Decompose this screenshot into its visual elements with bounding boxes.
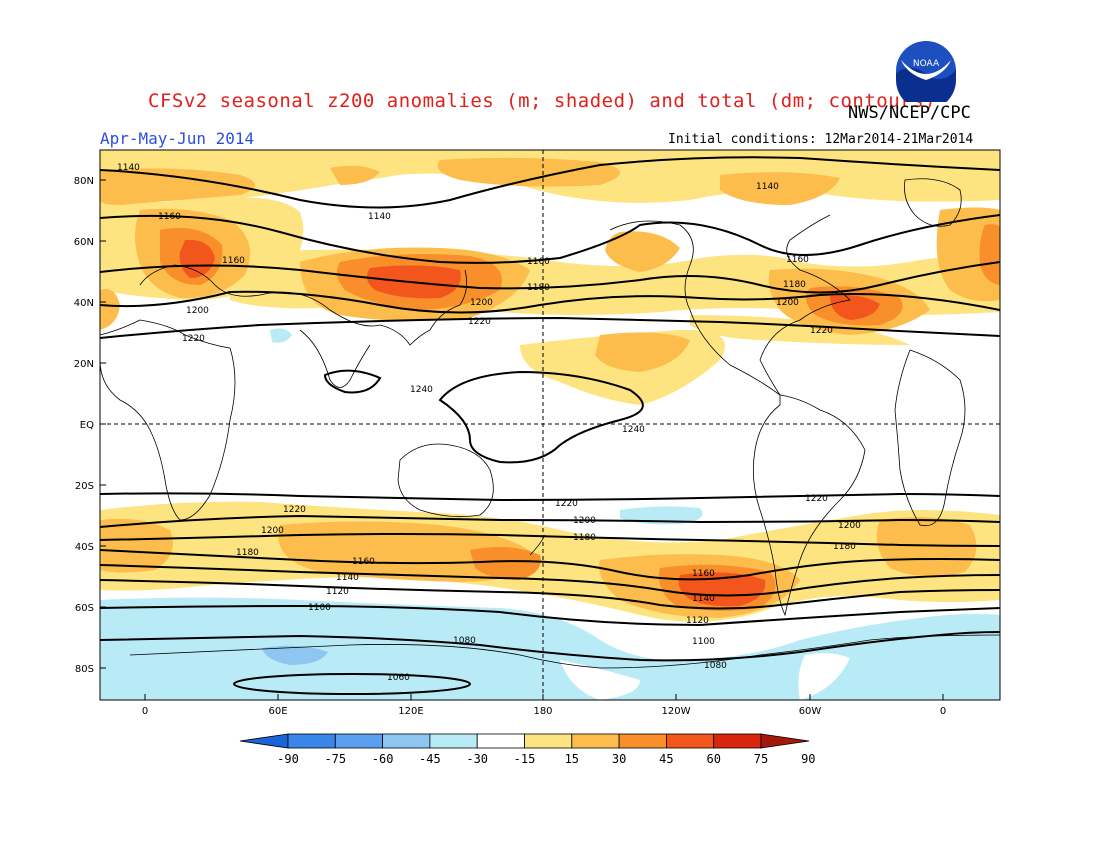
longitude-labels: 0 60E 120E 180 120W 60W 0	[142, 706, 946, 717]
svg-text:1240: 1240	[410, 385, 433, 395]
colorbar-tick-label: 60	[706, 752, 720, 766]
svg-text:0: 0	[142, 706, 148, 717]
org-label: NWS/NCEP/CPC	[848, 103, 971, 123]
svg-text:60S: 60S	[75, 603, 94, 614]
svg-text:180: 180	[533, 706, 552, 717]
svg-text:1060: 1060	[387, 673, 410, 683]
svg-text:1120: 1120	[326, 587, 349, 597]
svg-text:1080: 1080	[453, 636, 476, 646]
colorbar-swatch	[666, 733, 715, 749]
svg-text:1220: 1220	[283, 505, 306, 515]
svg-text:1100: 1100	[692, 637, 715, 647]
colorbar-tick-label: -15	[514, 752, 536, 766]
svg-text:80N: 80N	[74, 176, 94, 187]
colorbar-swatch	[618, 733, 667, 749]
plot-frame	[99, 149, 1001, 701]
svg-text:1140: 1140	[368, 212, 391, 222]
svg-text:1200: 1200	[470, 298, 493, 308]
svg-text:80S: 80S	[75, 664, 94, 675]
colorbar-tick-label: -60	[372, 752, 394, 766]
colorbar-tick-label: 90	[801, 752, 815, 766]
svg-text:1140: 1140	[117, 163, 140, 173]
logo-text: NOAA	[913, 59, 940, 69]
svg-text:1140: 1140	[336, 573, 359, 583]
svg-text:1200: 1200	[776, 298, 799, 308]
contour-labels: 1140 1140 1140 1160 1160 1160 1160 1180 …	[117, 163, 861, 683]
colorbar-tick-label: -30	[466, 752, 488, 766]
svg-text:1180: 1180	[236, 548, 259, 558]
svg-text:1180: 1180	[783, 280, 806, 290]
svg-text:40N: 40N	[74, 298, 94, 309]
colorbar-swatch	[524, 733, 573, 749]
svg-text:1200: 1200	[186, 306, 209, 316]
colorbar-tick-label: -90	[277, 752, 299, 766]
colorbar-arrow-right	[760, 733, 810, 749]
svg-text:120E: 120E	[398, 706, 423, 717]
chart-title: CFSv2 seasonal z200 anomalies (m; shaded…	[148, 90, 936, 112]
svg-text:1160: 1160	[786, 255, 809, 265]
svg-text:120W: 120W	[662, 706, 691, 717]
season-label: Apr-May-Jun 2014	[100, 129, 255, 148]
latitude-labels: 80N 60N 40N 20N EQ 20S 40S 60S 80S	[74, 176, 94, 675]
colorbar-tick-label: -45	[419, 752, 441, 766]
svg-text:1140: 1140	[756, 182, 779, 192]
svg-text:20N: 20N	[74, 359, 94, 370]
svg-text:1140: 1140	[692, 594, 715, 604]
svg-text:1200: 1200	[573, 516, 596, 526]
colorbar-tick-label: 30	[612, 752, 626, 766]
continent-outlines	[100, 178, 1000, 669]
noaa-logo-icon: NOAA	[896, 41, 956, 102]
svg-text:0: 0	[940, 706, 946, 717]
svg-text:1200: 1200	[838, 521, 861, 531]
svg-text:1160: 1160	[158, 212, 181, 222]
svg-text:60W: 60W	[799, 706, 822, 717]
colorbar: -90 -75 -60 -45 -30 -15 15 30 45 60 75 90	[239, 733, 816, 766]
colorbar-swatch	[382, 733, 431, 749]
svg-text:1240: 1240	[622, 425, 645, 435]
svg-text:EQ: EQ	[80, 420, 94, 431]
svg-text:20S: 20S	[75, 481, 94, 492]
svg-text:1120: 1120	[686, 616, 709, 626]
colorbar-tick-label: 75	[754, 752, 768, 766]
svg-text:1160: 1160	[527, 257, 550, 267]
svg-text:60N: 60N	[74, 237, 94, 248]
svg-text:1180: 1180	[573, 533, 596, 543]
svg-text:1220: 1220	[555, 499, 578, 509]
colorbar-tick-label: 45	[659, 752, 673, 766]
colorbar-tick-label: -75	[324, 752, 346, 766]
svg-text:1220: 1220	[182, 334, 205, 344]
svg-text:1200: 1200	[261, 526, 284, 536]
svg-text:1160: 1160	[352, 557, 375, 567]
colorbar-arrow-left	[239, 733, 289, 749]
svg-text:1220: 1220	[805, 494, 828, 504]
svg-text:1220: 1220	[810, 326, 833, 336]
svg-text:1220: 1220	[468, 317, 491, 327]
svg-text:1180: 1180	[527, 283, 550, 293]
svg-text:1160: 1160	[222, 256, 245, 266]
colorbar-tick-label: 15	[565, 752, 579, 766]
height-contours	[100, 156, 1000, 695]
svg-text:60E: 60E	[268, 706, 287, 717]
svg-text:1100: 1100	[308, 603, 331, 613]
initial-conditions-label: Initial conditions: 12Mar2014-21Mar2014	[668, 132, 974, 147]
colorbar-swatch	[429, 733, 478, 749]
svg-text:1160: 1160	[692, 569, 715, 579]
svg-text:1180: 1180	[833, 542, 856, 552]
colorbar-swatch	[476, 733, 525, 749]
svg-text:1080: 1080	[704, 661, 727, 671]
colorbar-swatch	[287, 733, 336, 749]
axis-ticks	[100, 179, 944, 700]
colorbar-swatch	[571, 733, 620, 749]
colorbar-swatch	[334, 733, 383, 749]
nh-anomaly-shading	[100, 150, 1000, 405]
svg-text:40S: 40S	[75, 542, 94, 553]
colorbar-swatch	[713, 733, 762, 749]
